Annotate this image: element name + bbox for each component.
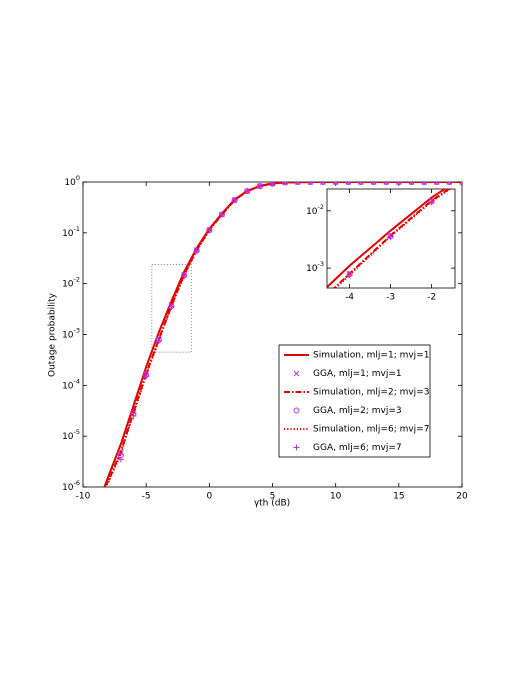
plot-content [103,182,462,487]
marker [269,182,276,187]
marker [206,227,213,234]
y-tick-label: 10-2 [62,276,80,290]
marker [470,171,475,176]
marker [511,148,516,153]
y-tick-label: 10-4 [62,377,80,391]
y-tick-label: 10-3 [306,260,324,274]
marker [282,182,289,186]
x-axis-label: γth (dB) [254,499,290,509]
marker [155,337,162,344]
plot-area [326,188,456,289]
marker [265,355,270,360]
x-tick-label: 0 [206,492,212,502]
legend-label: Simulation, mlj=1; mvj=1 [313,351,429,361]
marker [130,412,137,419]
marker [218,211,225,218]
legend-label: GGA, mlj=6; mvj=7 [313,443,402,453]
y-tick-label: 10-1 [62,225,80,239]
marker [265,357,271,363]
marker [421,182,428,185]
x-tick-label: 10 [330,492,342,502]
marker [332,182,339,185]
marker [345,182,352,185]
marker [293,407,300,414]
x-tick-label: -5 [142,492,151,502]
y-tick-label: 100 [64,174,80,188]
marker [370,182,377,185]
y-tick-label: 10-2 [306,203,324,217]
marker [224,399,229,404]
marker [224,402,229,407]
x-tick-label: -3 [386,293,395,303]
x-tick-label: 15 [393,492,404,502]
marker [383,182,390,185]
x-tick-label: 5 [270,492,276,502]
x-tick-label: -10 [76,492,91,502]
marker [256,183,263,190]
marker [306,311,311,316]
x-tick-label: -2 [427,293,436,303]
marker [511,148,517,154]
marker [433,182,440,185]
marker [307,182,314,185]
legend [278,344,431,458]
legend-label: Simulation, mlj=6; mvj=7 [313,425,429,435]
legend-label: Simulation, mlj=2; mvj=3 [313,388,429,398]
marker [223,406,229,412]
y-tick-label: 10-6 [62,479,80,493]
marker [143,373,150,380]
marker [244,188,251,195]
marker [293,444,300,451]
marker [294,182,301,185]
zoom-box [151,263,192,353]
line [103,182,462,487]
marker [346,272,353,279]
y-axis-label: Outage probability [48,292,58,377]
marker [265,353,270,358]
marker [446,182,453,185]
marker [117,456,124,463]
marker [470,171,476,177]
marker [357,182,364,185]
marker [395,182,402,185]
legend-label: GGA, mlj=1; mvj=1 [313,369,402,379]
marker [231,197,238,204]
marker [168,303,175,310]
marker [511,148,516,153]
x-tick-label: 20 [456,492,468,502]
y-tick-label: 10-5 [62,428,80,442]
marker [387,233,394,240]
marker [470,170,475,175]
legend-label: GGA, mlj=2; mvj=3 [313,406,402,416]
marker [293,370,300,377]
plot-content [223,148,517,412]
marker [306,310,311,315]
y-tick-label: 10-3 [62,327,80,341]
marker [428,199,435,206]
marker [320,182,327,185]
x-tick-label: -4 [345,293,354,303]
marker [193,247,200,254]
marker [181,273,188,280]
marker [306,312,312,318]
marker [408,182,415,185]
